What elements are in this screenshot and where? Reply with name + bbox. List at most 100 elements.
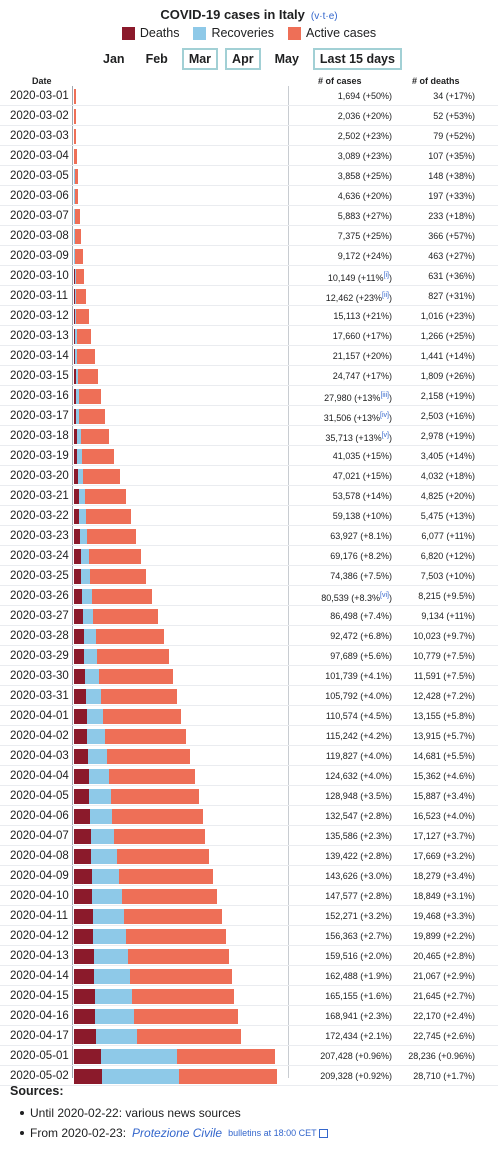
bar-active	[74, 189, 79, 204]
row-divider	[0, 485, 498, 486]
row-date: 2020-04-11	[10, 910, 68, 922]
row-divider	[0, 965, 498, 966]
footnote-link[interactable]: [iv]	[380, 412, 389, 419]
row-cases: 110,574 (+4.5%)	[325, 711, 392, 721]
bar-active	[78, 389, 102, 404]
row-date: 2020-04-15	[10, 990, 69, 1002]
bar-active	[116, 849, 210, 864]
bar-deaths	[74, 669, 86, 684]
row-deaths: 2,978 (+19%)	[420, 431, 475, 441]
source-item-2: From 2020-02-23: Protezione Civile bulle…	[20, 1126, 328, 1140]
bar-recoveries	[84, 649, 98, 664]
row-cases: 207,428 (+0.96%)	[320, 1051, 392, 1061]
month-toggle-mar[interactable]: Mar	[181, 48, 219, 70]
bar-recoveries	[74, 209, 75, 224]
footnote-link[interactable]: [v]	[381, 432, 389, 439]
row-deaths: 10,023 (+9.7%)	[413, 631, 475, 641]
row-divider	[0, 645, 498, 646]
row-deaths: 13,915 (+5.7%)	[413, 731, 475, 741]
bar-recoveries	[96, 1029, 138, 1044]
bar-deaths	[74, 749, 89, 764]
row-cases: 27,980 (+13%[iii])	[324, 392, 392, 403]
row-deaths: 7,503 (+10%)	[420, 571, 475, 581]
row-deaths: 21,645 (+2.7%)	[413, 991, 475, 1001]
row-cases: 35,713 (+13%[v])	[325, 432, 392, 443]
row-cases: 80,539 (+8.3%[vi])	[321, 592, 392, 603]
row-deaths: 197 (+33%)	[428, 191, 475, 201]
row-cases: 156,363 (+2.7%)	[325, 931, 392, 941]
row-divider	[0, 1045, 498, 1046]
month-toggle-may[interactable]: May	[274, 52, 299, 66]
bar-recoveries	[78, 489, 85, 504]
month-toggle-jan[interactable]: Jan	[103, 52, 125, 66]
row-date: 2020-04-02	[10, 730, 69, 742]
row-divider	[0, 785, 498, 786]
footnote-link[interactable]: [ii]	[382, 292, 389, 299]
row-cases: 15,113 (+21%)	[333, 311, 392, 321]
bar-deaths	[74, 809, 91, 824]
chart-axis-right	[288, 86, 289, 1078]
bar-active	[82, 469, 120, 484]
toggle-last-15-days[interactable]: Last 15 days	[312, 48, 402, 70]
row-deaths: 2,158 (+19%)	[420, 391, 475, 401]
bar-deaths	[74, 689, 87, 704]
bar-active	[77, 349, 95, 364]
row-date: 2020-04-12	[10, 930, 69, 942]
row-date: 2020-03-26	[10, 590, 69, 602]
month-toggle-feb[interactable]: Feb	[145, 52, 168, 66]
bar-active	[110, 789, 200, 804]
bullet-icon	[20, 1111, 24, 1115]
row-deaths: 631 (+36%)	[428, 271, 475, 281]
protezione-civile-link[interactable]: Protezione Civile	[132, 1126, 223, 1140]
row-cases: 119,827 (+4.0%)	[325, 751, 392, 761]
bar-deaths	[74, 509, 80, 524]
month-toggles: Jan Feb Mar Apr May Last 15 days	[0, 48, 498, 70]
row-cases: 2,502 (+23%)	[337, 131, 392, 141]
bar-recoveries	[87, 729, 106, 744]
bar-active	[74, 209, 80, 224]
chart-axis-left	[72, 86, 73, 1078]
row-cases: 10,149 (+11%[i])	[327, 272, 392, 283]
row-divider	[0, 905, 498, 906]
row-date: 2020-04-17	[10, 1030, 69, 1042]
row-date: 2020-03-08	[10, 230, 69, 242]
row-divider	[0, 925, 498, 926]
row-date: 2020-03-29	[10, 650, 69, 662]
bar-active	[101, 689, 177, 704]
bar-deaths	[74, 969, 95, 984]
bar-active	[112, 809, 203, 824]
month-toggle-apr[interactable]: Apr	[225, 48, 261, 70]
row-date: 2020-04-06	[10, 810, 69, 822]
bar-recoveries	[74, 289, 76, 304]
bar-recoveries	[76, 389, 79, 404]
footnote-link[interactable]: [iii]	[380, 392, 389, 399]
row-deaths: 233 (+18%)	[428, 211, 475, 221]
row-divider	[0, 605, 498, 606]
row-divider	[0, 505, 498, 506]
row-divider	[0, 365, 498, 366]
bar-deaths	[74, 949, 94, 964]
row-date: 2020-04-08	[10, 850, 69, 862]
footnote-link[interactable]: [i]	[383, 272, 389, 279]
row-deaths: 2,503 (+16%)	[420, 411, 475, 421]
bar-recoveries	[76, 409, 80, 424]
bar-recoveries	[101, 1049, 178, 1064]
bar-deaths	[74, 529, 80, 544]
row-deaths: 19,899 (+2.2%)	[413, 931, 475, 941]
bar-deaths	[74, 729, 88, 744]
row-date: 2020-04-10	[10, 890, 69, 902]
bar-recoveries	[83, 629, 96, 644]
bar-active	[88, 549, 142, 564]
footnote-link[interactable]: [vi]	[380, 592, 389, 599]
bulletins-link[interactable]: bulletins at 18:00 CET	[228, 1128, 328, 1139]
vte-links[interactable]: (v·t·e)	[310, 11, 338, 22]
row-date: 2020-04-13	[10, 950, 69, 962]
sources-heading: Sources:	[10, 1084, 64, 1098]
row-deaths: 20,465 (+2.8%)	[413, 951, 475, 961]
bar-recoveries	[82, 609, 94, 624]
row-date: 2020-04-03	[10, 750, 69, 762]
source-item-1-text: Until 2020-02-22: various news sources	[30, 1106, 241, 1120]
bar-active	[74, 149, 77, 164]
bar-recoveries	[92, 889, 122, 904]
